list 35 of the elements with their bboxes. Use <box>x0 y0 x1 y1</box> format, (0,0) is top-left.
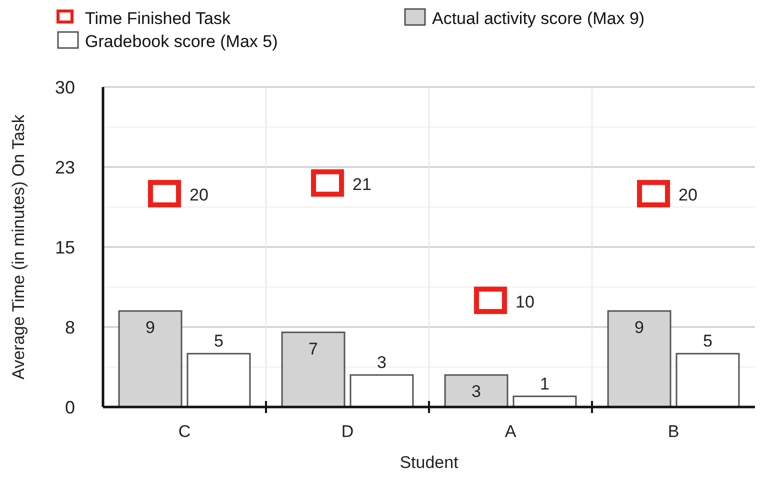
x-axis-title: Student <box>400 453 459 472</box>
y-tick-label: 30 <box>54 77 75 98</box>
legend-label: Actual activity score (Max 9) <box>432 8 645 28</box>
data-label: 3 <box>472 382 482 401</box>
y-tick-label: 0 <box>64 397 75 418</box>
point <box>311 169 344 197</box>
data-label: 20 <box>190 186 208 205</box>
y-tick-label: 15 <box>54 237 75 258</box>
data-label: 9 <box>634 318 644 337</box>
x-tick-label: D <box>341 422 354 441</box>
data-label: 21 <box>352 175 372 194</box>
point <box>148 180 181 208</box>
data-label: 1 <box>540 374 550 394</box>
y-tick-label: 23 <box>54 157 75 178</box>
point <box>474 286 507 314</box>
data-label: 5 <box>702 332 712 351</box>
bar <box>186 352 251 408</box>
y-tick-label: 8 <box>64 317 75 338</box>
data-label: 20 <box>678 186 698 205</box>
data-label: 3 <box>376 353 386 372</box>
data-label: 9 <box>146 318 156 337</box>
legend-label: Gradebook score (Max 5) <box>85 32 278 51</box>
bar <box>444 374 508 408</box>
bar <box>676 352 740 408</box>
x-tick-label: B <box>668 422 680 441</box>
y-axis-title: Average Time (in minutes) On Task <box>9 114 28 380</box>
x-tick-label: A <box>504 422 517 441</box>
bar <box>350 374 414 408</box>
data-label: 7 <box>308 339 318 358</box>
bar <box>281 332 346 408</box>
data-label: 5 <box>214 332 224 351</box>
legend-label: Time Finished Task <box>85 8 231 28</box>
point <box>637 180 670 208</box>
x-tick-label: C <box>178 422 191 441</box>
data-label: 10 <box>516 292 534 312</box>
